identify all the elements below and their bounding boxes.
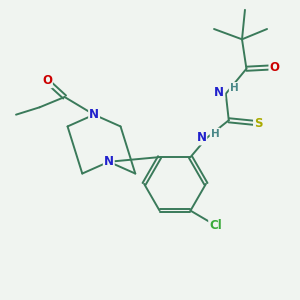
Text: O: O [42, 74, 52, 87]
Text: O: O [269, 61, 279, 74]
Text: N: N [89, 108, 99, 121]
Text: H: H [211, 128, 219, 139]
Text: H: H [230, 83, 239, 93]
Text: N: N [214, 86, 224, 99]
Text: Cl: Cl [209, 219, 222, 232]
Text: S: S [254, 117, 262, 130]
Text: N: N [196, 131, 206, 144]
Text: N: N [104, 155, 114, 168]
